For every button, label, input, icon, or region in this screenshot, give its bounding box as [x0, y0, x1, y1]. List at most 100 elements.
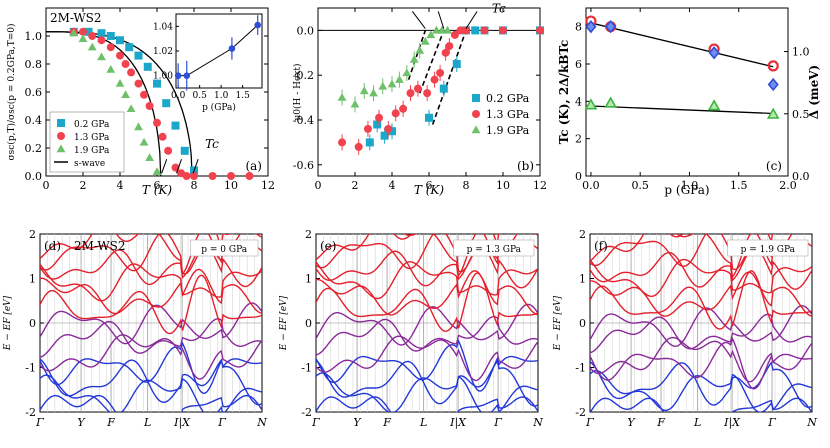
panel-label: (e) — [320, 239, 336, 253]
kpoint-label: Y — [353, 416, 362, 429]
band-line — [316, 261, 538, 300]
data-point-triangle — [78, 34, 88, 42]
band-line — [316, 396, 538, 412]
panel-label: (a) — [245, 159, 262, 173]
y-axis-label: μ0(H - Hext) — [292, 63, 303, 120]
legend-label: 0.2 GPa — [486, 92, 530, 105]
band-line — [316, 303, 538, 346]
kpoint-label: I|X — [723, 416, 741, 430]
data-point-square — [439, 84, 448, 93]
x-tick-label: 8 — [191, 179, 198, 192]
band-line — [40, 302, 262, 345]
kpoint-label: N — [806, 416, 817, 429]
legend-swatch — [57, 119, 65, 127]
data-point-circle — [456, 26, 465, 35]
data-point-square — [171, 121, 180, 130]
data-point-triangle — [87, 42, 97, 51]
data-point-triangle — [121, 90, 130, 98]
data-point-circle — [375, 113, 384, 122]
panel-c: 0.0 0.5 1.0 1.5 2.0 0 2 4 6 8 0.0 0.5 1.0 (c) p (GPa) T… — [557, 7, 821, 197]
band-line — [590, 336, 812, 390]
data-point-triangle — [106, 65, 116, 73]
band-line — [590, 305, 812, 348]
band-line — [40, 394, 262, 412]
data-point-circle — [164, 146, 173, 155]
band-line — [40, 263, 262, 302]
pressure-tag: p = 0 GPa — [201, 245, 247, 255]
y-tick-label-right: 1.0 — [792, 46, 810, 59]
inset-y-tick-label: 1.02 — [153, 47, 173, 57]
x-tick-label: 10 — [224, 179, 238, 192]
kpoint-label: Y — [627, 416, 636, 429]
data-point-circle — [399, 104, 408, 113]
data-point-triangle — [115, 79, 125, 87]
data-point-square — [162, 99, 171, 108]
band-line — [40, 318, 262, 358]
inset-point — [174, 72, 182, 79]
data-point-square — [452, 60, 461, 68]
data-point-triangle — [387, 79, 397, 88]
data-point-triangle — [97, 52, 106, 61]
data-point-square — [84, 27, 93, 36]
band-line — [590, 313, 812, 354]
y-tick-label: 1 — [579, 273, 586, 286]
y-tick-label: 2 — [305, 228, 312, 241]
fit-line — [407, 30, 427, 80]
data-point-triangle — [395, 75, 404, 83]
inset-y-tick-label: 1.04 — [153, 22, 173, 32]
y-tick-label: 4 — [575, 95, 582, 108]
x-tick-label: 0.5 — [631, 179, 649, 192]
x-tick-label: 10 — [496, 179, 510, 192]
kpoint-label: F — [656, 416, 665, 429]
data-point-square — [97, 29, 106, 38]
y-tick-label: -1 — [301, 362, 312, 375]
y-tick-label: 0.2 — [25, 142, 43, 155]
panel-label: (b) — [517, 159, 534, 173]
bands — [316, 234, 538, 412]
data-point-circle — [145, 102, 154, 110]
data-point-circle — [436, 68, 445, 77]
band-line — [40, 268, 262, 315]
data-point-circle — [430, 75, 439, 84]
x-tick-label: 12 — [533, 179, 547, 192]
kpoint-label: L — [143, 416, 151, 429]
band-line — [316, 245, 538, 289]
kpoint-label: N — [532, 416, 543, 429]
data-point-circle — [423, 89, 432, 98]
tc-arrow — [437, 11, 445, 29]
data-point-triangle — [145, 153, 154, 161]
data-point-circle — [116, 51, 124, 60]
data-point-triangle — [337, 93, 347, 101]
y-axis-label: E − EF [eV] — [3, 295, 13, 351]
data-point-triangle-open — [766, 107, 780, 119]
data-point-circle — [97, 36, 106, 45]
data-point-square — [143, 62, 152, 71]
y-tick-label: -0.6 — [293, 159, 314, 172]
y-tick-label: 6 — [575, 58, 582, 71]
data-point-circle-open — [767, 60, 779, 72]
y-axis-label-right: Δ (meV) — [807, 65, 821, 120]
x-tick-label: 12 — [261, 179, 275, 192]
kpoint-label: Γ — [767, 416, 776, 429]
data-point-triangle — [437, 25, 447, 34]
panel-d: -2 -1 0 1 2 Γ Y F L I|X Γ N (d) 2M-WS2 p = 0 GPa E − EF… — [3, 228, 267, 430]
data-point-triangle — [432, 25, 441, 34]
x-axis-label: T (K) — [414, 183, 444, 197]
y-tick-label: 1 — [305, 273, 312, 286]
legend-label: 1.3 GPa — [486, 108, 530, 121]
kpoint-label: Y — [77, 416, 86, 429]
y-axis-label: σsc(p,T)/σsc(p = 0.2GPa,T=0) — [6, 24, 17, 161]
data-point-triangle — [426, 30, 436, 39]
kpoint-label: Γ — [585, 416, 594, 429]
data-point-triangle — [359, 86, 369, 95]
legend-label: 1.9 GPa — [74, 146, 110, 156]
pressure-tag: p = 1.3 GPa — [467, 245, 522, 255]
tc-arrow — [176, 159, 182, 174]
tc-arrow — [411, 11, 426, 29]
data-point-diamond — [605, 20, 617, 34]
data-point-circle — [190, 172, 198, 180]
data-point-circle — [88, 32, 97, 40]
y-tick-label: 0.0 — [297, 24, 315, 37]
data-point-square — [180, 146, 189, 155]
x-tick-label: 2 — [80, 179, 87, 192]
